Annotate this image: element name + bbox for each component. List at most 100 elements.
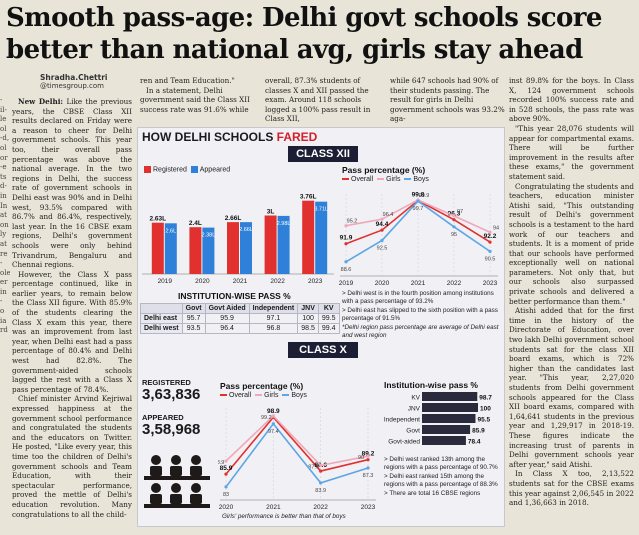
x-tick-label: 2020: [195, 278, 210, 285]
x-tick-label: 2020: [219, 504, 234, 511]
byline-author: Shradha.Chettri: [40, 73, 108, 82]
data-point-boys: [380, 238, 384, 243]
class-xii-notes: > Delhi west is in the fourth position a…: [342, 290, 500, 342]
col1-paragraph-1: Like the previous years, the CBSE Class …: [12, 97, 132, 270]
data-label-overall: 92.2: [484, 233, 497, 240]
table-cell: 95.7: [181, 313, 206, 324]
edge-fragment: at: [0, 211, 7, 220]
hbar-value-label: 78.4: [468, 439, 481, 446]
col5-paragraph-5: In Class X too, 2,13,522 students sat fo…: [509, 469, 634, 508]
data-point-overall: [380, 228, 384, 232]
table-header-cell: KV: [317, 303, 340, 314]
table-row: Delhi east 95.7 95.9 97.1 100 99.5: [140, 313, 340, 324]
bar-data-label: 3.71L: [314, 207, 328, 213]
hbar-value-label: 85.9: [472, 428, 485, 435]
data-point-girls: [366, 454, 370, 458]
edge-fragment: at: [0, 239, 7, 248]
x-tick-label: 2022: [447, 280, 462, 287]
bar-appeared: [240, 222, 252, 274]
legend-x-girls: Girls: [264, 392, 279, 399]
title-accent: FARED: [276, 130, 318, 144]
x-tick-label: 2021: [411, 280, 426, 287]
table-cell: 100: [297, 313, 319, 324]
hbar-category-label: Govt-aided: [388, 439, 420, 446]
data-label-overall: 85.9: [220, 465, 233, 472]
edge-fragment: in: [0, 287, 7, 296]
hbar-bar: [422, 392, 478, 401]
legend-x-overall-swatch: [220, 394, 227, 397]
edge-fragment: In: [0, 201, 8, 210]
data-point-overall: [344, 242, 348, 246]
hbar-value-label: 100: [480, 406, 491, 413]
table-cell: 97.1: [248, 313, 299, 324]
bar-data-label: 2.66L: [225, 215, 242, 222]
x-tick-label: 2021: [266, 504, 281, 511]
bar-data-label: 2.4L: [189, 220, 202, 227]
class-x-pass-line-chart: 202020212022202385.998.986.689.288.999.2…: [218, 408, 376, 511]
column-4-top: while 647 schools had 90% of their stude…: [390, 76, 510, 124]
hbar-value-label: 98.7: [479, 395, 492, 402]
hbar-category-label: Govt: [406, 428, 420, 435]
bar-registered: [227, 222, 239, 274]
col2-line-1: ren and Team Education.": [140, 76, 235, 85]
data-point-girls: [488, 230, 492, 234]
legend-appeared-swatch: [190, 166, 198, 173]
data-label-overall: 89.2: [362, 451, 375, 458]
appeared-label: APPEARED: [142, 413, 184, 422]
appeared-block: APPEARED 3,58,968: [142, 413, 200, 438]
hbar-bar: [422, 414, 476, 423]
edge-fragment: ol: [0, 143, 7, 152]
x-tick-label: 2020: [375, 280, 390, 287]
bar-appeared: [315, 201, 328, 274]
data-point-boys: [366, 466, 370, 470]
data-point-boys: [224, 485, 228, 489]
article-column-1: New Delhi: Like the previous years, the …: [12, 97, 132, 519]
bar-data-label: 2.63L: [149, 216, 166, 223]
class-xii-pass-line-chart: 2019 2020 2021 2022 2023 91.9 94.4 99.8 96.3 92.2…: [339, 192, 499, 287]
legend-x-boys-swatch: [282, 394, 290, 397]
table-header-cell: JNV: [297, 303, 319, 314]
pass-percentage-title: Pass percentage (%): [342, 165, 426, 175]
note-x-1: > Delhi west ranked 13th among the regio…: [384, 456, 498, 471]
edge-fragment: er: [0, 278, 8, 287]
edge-fragment: rd: [0, 326, 8, 335]
col5-paragraph-2: "This year 28,076 students will appear f…: [509, 123, 634, 181]
table-cell: 99.5: [317, 313, 340, 324]
hbar-bar: [422, 403, 478, 412]
edge-fragment: le: [0, 115, 7, 124]
col5-paragraph-1: inst 89.8% for the boys. In Class X, 124…: [509, 76, 634, 124]
data-point-girls: [380, 217, 384, 221]
data-point-girls: [319, 463, 323, 467]
data-label-boys: 83: [223, 492, 229, 498]
article-column-5: inst 89.8% for the boys. In Class X, 124…: [509, 76, 634, 508]
registered-value: 3,63,836: [142, 386, 201, 403]
table-cell: 98.5: [297, 323, 319, 334]
x-tick-label: 2023: [361, 504, 376, 511]
data-label-girls: 97: [457, 209, 463, 215]
hbar-bar: [422, 425, 471, 434]
note-xii-1: > Delhi west is in the fourth position a…: [342, 290, 494, 305]
legend-x-boys: Boys: [291, 392, 307, 399]
edge-fragment: ia: [0, 316, 7, 325]
bar-registered: [302, 200, 315, 274]
legend-overall-swatch: [342, 178, 349, 181]
data-label-boys: 88.6: [341, 267, 352, 273]
edge-fragment: ts: [0, 172, 7, 181]
headline-line-1: Smooth pass-age: Delhi govt schools scor…: [6, 3, 602, 33]
bar-data-label: 2.66L: [239, 227, 253, 233]
edge-fragment: or: [0, 153, 8, 162]
edge-fragment: il-: [0, 105, 7, 114]
bar-appeared: [277, 215, 290, 274]
edge-fragment: d-: [0, 182, 7, 191]
column-3-top: overall, 87.3% students of classes X and…: [265, 76, 385, 124]
legend-x-girls-swatch: [255, 394, 263, 397]
appeared-value: 3,58,968: [142, 421, 201, 438]
edge-fragment: in: [0, 191, 7, 200]
table-cell: 93.5: [181, 323, 206, 334]
x-tick-label: 2022: [313, 504, 328, 511]
line-series-boys: [225, 422, 369, 488]
table-cell: Delhi west: [140, 323, 183, 334]
data-label-girls: 88.9: [218, 460, 224, 466]
data-label-boys: 97.4: [268, 429, 279, 435]
infographic-title: HOW DELHI SCHOOLS FARED: [142, 130, 317, 144]
